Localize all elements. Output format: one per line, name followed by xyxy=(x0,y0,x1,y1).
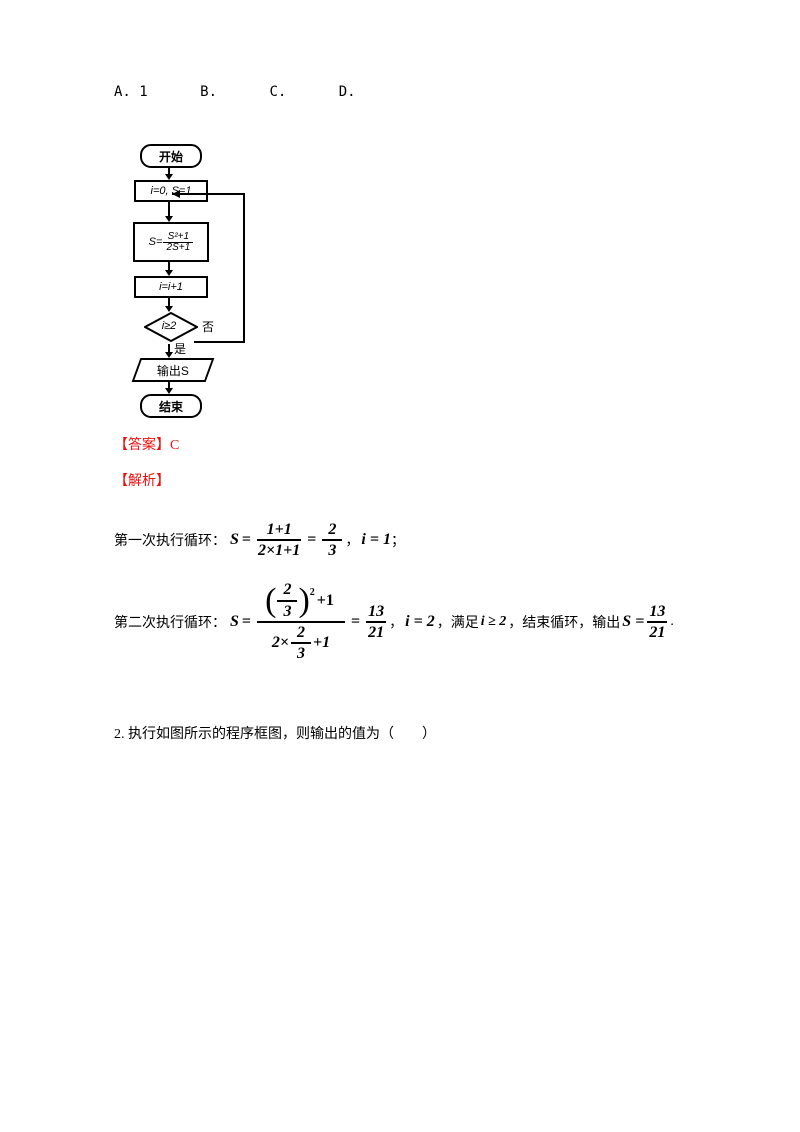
option-line: A. 1 B. C. D. xyxy=(114,84,686,100)
bigfrac-num: ( 2 3 ) 2 +1 xyxy=(264,580,338,620)
flowchart-no-label: 否 xyxy=(202,318,214,335)
inner-frac: 2 3 xyxy=(277,580,297,620)
flowchart-end: 结束 xyxy=(140,394,202,418)
arrow-icon xyxy=(168,298,170,312)
option-a: A. 1 xyxy=(114,84,148,100)
exponent: 2 xyxy=(310,587,315,599)
frac-num: 13 xyxy=(648,602,666,621)
step2-dot: . xyxy=(670,614,674,630)
frac-den: 21 xyxy=(648,623,666,642)
arrow-icon xyxy=(168,202,170,222)
tail-t1: ，满足 xyxy=(437,612,479,632)
flowchart-start: 开始 xyxy=(140,144,202,168)
frac-num: 13 xyxy=(367,602,385,621)
flowchart-yes-label: 是 xyxy=(174,340,186,357)
frac-num: 2 xyxy=(327,520,337,539)
flowchart-cond-text: i≥2 xyxy=(144,312,194,340)
flowchart-inc: i=i+1 xyxy=(134,276,208,298)
frac-num: 1+1 xyxy=(266,520,293,539)
step1-comma: ， xyxy=(345,530,359,550)
step1-semi: ； xyxy=(391,530,405,550)
step1-prefix: 第一次执行循环： xyxy=(114,530,226,550)
flowchart-decision: i≥2 否 是 xyxy=(114,312,224,350)
math-S: S xyxy=(230,531,239,549)
rparen-icon: ) xyxy=(298,587,309,614)
step2-i: i = 2 xyxy=(405,613,435,631)
flowchart-inc-text: i=i+1 xyxy=(159,281,183,293)
flowchart-init: i=0, S=1 xyxy=(134,180,208,202)
plus1: +1 xyxy=(317,591,334,610)
option-b: B. xyxy=(200,84,217,100)
step2-prefix: 第二次执行循环： xyxy=(114,612,226,632)
math-eq: = xyxy=(307,531,316,549)
frac-num: 2 xyxy=(282,580,292,599)
tail-t2: ，结束循环，输出 xyxy=(508,612,620,632)
flowchart-formula-frac: S²+1 2S+1 xyxy=(163,232,193,253)
frac-den: 3 xyxy=(282,602,292,621)
frac-den: 2×1+1 xyxy=(257,541,301,560)
option-c: C. xyxy=(269,84,286,100)
math-eq: = xyxy=(242,613,251,631)
final-frac: 13 21 xyxy=(647,602,667,642)
math-eq: = xyxy=(351,613,360,631)
step1-i: i = 1 xyxy=(361,531,391,549)
flowchart-formula-s: S= xyxy=(149,237,163,248)
flowchart: 开始 i=0, S=1 S= S²+1 2S+1 i=i+1 xyxy=(114,144,686,418)
flowchart-formula: S= S²+1 2S+1 xyxy=(133,222,209,262)
arrow-icon xyxy=(168,168,170,180)
math-S: S xyxy=(230,613,239,631)
flowchart-formula-den: 2S+1 xyxy=(167,243,191,253)
step2-bigfrac: ( 2 3 ) 2 +1 2× 2 3 xyxy=(257,580,345,663)
step1-frac1: 1+1 2×1+1 xyxy=(257,520,301,560)
step2-math: S = ( 2 3 ) 2 +1 2× xyxy=(230,580,389,663)
flowchart-container: 开始 i=0, S=1 S= S²+1 2S+1 i=i+1 xyxy=(114,144,274,418)
arrow-icon xyxy=(168,382,170,394)
step2-line: 第二次执行循环： S = ( 2 3 ) 2 +1 xyxy=(114,580,686,663)
step1-math: S = 1+1 2×1+1 = 2 3 xyxy=(230,520,345,560)
option-d: D. xyxy=(339,84,356,100)
frac-num: 2 xyxy=(296,623,306,642)
arrow-icon xyxy=(168,262,170,276)
question-2: 2. 执行如图所示的程序框图，则输出的值为（ ） xyxy=(114,723,686,743)
final-S: S = xyxy=(622,613,644,631)
step2-comma: ， xyxy=(389,612,403,632)
flowchart-formula-num: S²+1 xyxy=(166,232,191,242)
page: A. 1 B. C. D. 开始 i=0, S=1 S= S²+ xyxy=(0,0,800,983)
lparen-icon: ( xyxy=(265,587,276,614)
den-plus1: +1 xyxy=(313,633,330,652)
analysis-label: 【解析】 xyxy=(114,470,686,490)
den-2x: 2× xyxy=(272,633,289,652)
frac-den: 3 xyxy=(296,644,306,663)
tail-cond: i ≥ 2 xyxy=(481,614,507,630)
flowchart-output-text: 输出S xyxy=(157,362,189,379)
bigfrac-den: 2× 2 3 +1 xyxy=(271,623,331,663)
step2-resfrac: 13 21 xyxy=(366,602,386,642)
step1-frac2: 2 3 xyxy=(322,520,342,560)
math-eq: = xyxy=(242,531,251,549)
frac-den: 21 xyxy=(367,623,385,642)
step2-tail: ，满足 i ≥ 2 ，结束循环，输出 xyxy=(437,612,621,632)
answer-label: 【答案】C xyxy=(114,434,686,454)
step1-line: 第一次执行循环： S = 1+1 2×1+1 = 2 3 ， i = 1 ； xyxy=(114,520,686,560)
step2-final: S = 13 21 xyxy=(622,602,670,642)
flowchart-output: 输出S xyxy=(132,358,215,382)
den-inner-frac: 2 3 xyxy=(291,623,311,663)
frac-den: 3 xyxy=(327,541,337,560)
flowchart-init-text: i=0, S=1 xyxy=(151,185,192,197)
